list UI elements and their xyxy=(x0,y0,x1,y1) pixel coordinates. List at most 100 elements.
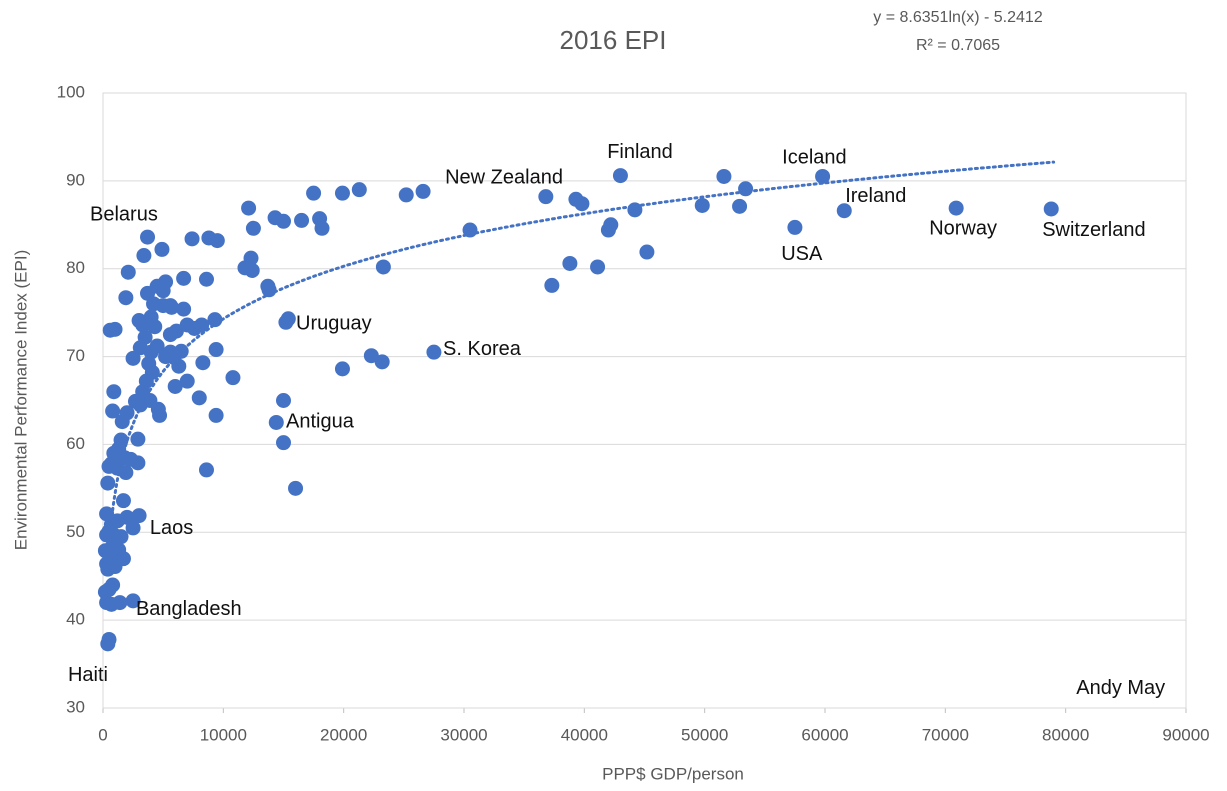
y-tick-label: 100 xyxy=(57,82,85,101)
x-tick-label: 50000 xyxy=(681,725,728,744)
point xyxy=(562,255,578,271)
point xyxy=(276,393,291,408)
annotation: Uruguay xyxy=(296,312,372,334)
point xyxy=(162,298,178,314)
point xyxy=(136,248,152,264)
point xyxy=(1043,201,1059,217)
point xyxy=(208,407,224,423)
point xyxy=(201,230,217,246)
point xyxy=(374,354,390,370)
x-tick-label: 20000 xyxy=(320,725,367,744)
annotation: Switzerland xyxy=(1042,219,1145,241)
point xyxy=(125,520,141,536)
point xyxy=(590,259,606,275)
point xyxy=(208,342,224,358)
point xyxy=(398,187,414,203)
point xyxy=(225,370,241,386)
point xyxy=(245,220,261,236)
point xyxy=(120,264,136,280)
point xyxy=(334,185,350,201)
point xyxy=(334,361,350,377)
point xyxy=(114,414,130,430)
point xyxy=(538,189,554,205)
annotation: Haiti xyxy=(68,664,108,686)
annotation: Belarus xyxy=(90,203,158,225)
y-tick-label: 60 xyxy=(66,434,85,453)
trendline xyxy=(107,160,1056,548)
point xyxy=(276,435,291,451)
point xyxy=(112,595,128,611)
point xyxy=(198,271,214,287)
point xyxy=(176,270,192,286)
point xyxy=(278,314,294,330)
point xyxy=(787,219,803,235)
x-tick-label: 70000 xyxy=(922,725,969,744)
x-tick-label: 30000 xyxy=(440,725,487,744)
point xyxy=(694,197,710,213)
point xyxy=(179,373,195,389)
annotation: Iceland xyxy=(782,146,847,168)
x-tick-label: 0 xyxy=(98,725,107,744)
x-tick-label: 10000 xyxy=(200,725,247,744)
point xyxy=(314,220,330,236)
point xyxy=(149,278,165,294)
point xyxy=(131,508,147,524)
point xyxy=(732,198,748,214)
x-tick-label: 60000 xyxy=(801,725,848,744)
point xyxy=(113,529,129,545)
y-tick-label: 70 xyxy=(66,346,85,365)
point xyxy=(948,200,964,216)
point xyxy=(738,181,754,197)
point xyxy=(140,229,156,245)
y-tick-label: 40 xyxy=(66,610,85,629)
point xyxy=(716,168,732,184)
y-tick-label: 90 xyxy=(66,170,85,189)
point xyxy=(125,350,141,366)
point xyxy=(125,593,141,609)
point xyxy=(154,241,170,257)
annotation: S. Korea xyxy=(443,338,522,360)
point xyxy=(462,222,478,238)
point xyxy=(115,493,131,509)
point xyxy=(815,168,831,184)
point xyxy=(118,465,134,481)
point xyxy=(836,203,852,219)
point xyxy=(244,262,260,278)
point xyxy=(612,168,628,184)
point xyxy=(306,185,322,201)
point xyxy=(105,403,121,419)
point xyxy=(171,358,187,374)
point xyxy=(162,344,178,360)
point xyxy=(123,451,139,467)
point xyxy=(351,182,367,198)
x-axis-title: PPP$ GDP/person xyxy=(602,764,744,783)
x-tick-label: 40000 xyxy=(561,725,608,744)
point xyxy=(603,217,619,233)
point xyxy=(415,183,431,199)
point xyxy=(179,317,195,333)
annotation: USA xyxy=(781,243,823,265)
point xyxy=(107,321,123,337)
point xyxy=(195,355,211,371)
point xyxy=(184,231,200,247)
annotation: Norway xyxy=(929,217,997,239)
point xyxy=(639,244,655,260)
point xyxy=(288,480,304,496)
point xyxy=(100,475,116,491)
point xyxy=(118,290,134,306)
point xyxy=(162,327,178,343)
y-axis-title: Environmental Performance Index (EPI) xyxy=(11,250,30,550)
point xyxy=(574,196,590,212)
annotation: Finland xyxy=(607,141,673,163)
point xyxy=(152,407,168,423)
y-tick-label: 30 xyxy=(66,697,85,716)
point xyxy=(100,561,116,577)
point xyxy=(127,393,143,409)
chart-title: 2016 EPI xyxy=(560,25,667,55)
point xyxy=(268,414,284,430)
annotation: Laos xyxy=(150,517,193,539)
point xyxy=(375,259,391,275)
point xyxy=(198,462,214,478)
point xyxy=(147,319,163,335)
